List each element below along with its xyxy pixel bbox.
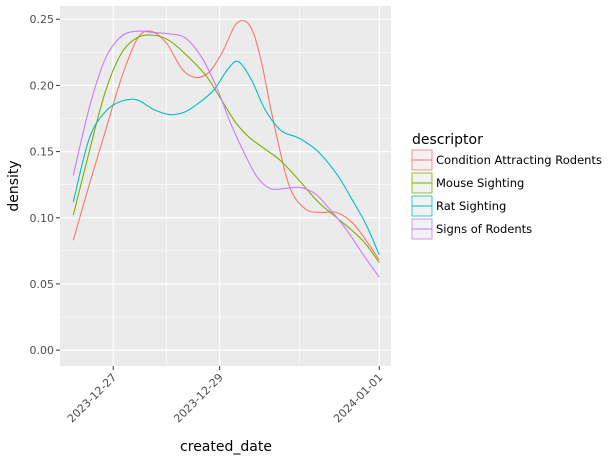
y-tick-label: 0.20 <box>30 79 55 92</box>
y-axis-title: density <box>6 160 22 211</box>
legend-items: Condition Attracting Rodents Mouse Sighti… <box>411 149 602 240</box>
legend-item: Condition Attracting Rodents <box>411 149 602 171</box>
y-axis: 0.00 0.05 0.10 0.15 0.20 0.25 <box>30 13 60 357</box>
y-tick-label: 0.10 <box>30 212 55 225</box>
series-line-rat-sighting <box>72 60 380 256</box>
y-tick-label: 0.25 <box>30 13 55 26</box>
legend-label: Rat Sighting <box>436 199 506 213</box>
legend-label: Condition Attracting Rodents <box>436 153 602 167</box>
legend-item: Signs of Rodents <box>411 218 532 240</box>
legend-item: Mouse Sighting <box>411 172 524 194</box>
major-gridlines <box>60 6 391 366</box>
x-axis-title: created_date <box>180 439 272 455</box>
y-tick-label: 0.05 <box>30 278 55 291</box>
legend: descriptor Condition Attracting Rodents M… <box>411 132 602 240</box>
plot-panel-background <box>60 6 391 366</box>
x-axis: 2023-12-27 2023-12-29 2024-01-01 <box>65 366 385 425</box>
legend-label: Mouse Sighting <box>436 176 524 190</box>
density-lines <box>72 20 380 278</box>
series-line-signs-of-rodents <box>72 30 380 278</box>
series-line-condition-attracting-rodents <box>72 20 380 261</box>
legend-label: Signs of Rodents <box>436 222 532 236</box>
legend-title: descriptor <box>412 132 483 148</box>
minor-gridlines <box>60 6 391 366</box>
series-line-mouse-sighting <box>72 34 380 264</box>
x-tick-label: 2024-01-01 <box>331 371 385 425</box>
y-tick-label: 0.00 <box>30 344 55 357</box>
x-tick-label: 2023-12-27 <box>65 371 119 425</box>
y-tick-label: 0.15 <box>30 146 55 159</box>
legend-item: Rat Sighting <box>411 195 506 217</box>
x-tick-label: 2023-12-29 <box>171 371 225 425</box>
